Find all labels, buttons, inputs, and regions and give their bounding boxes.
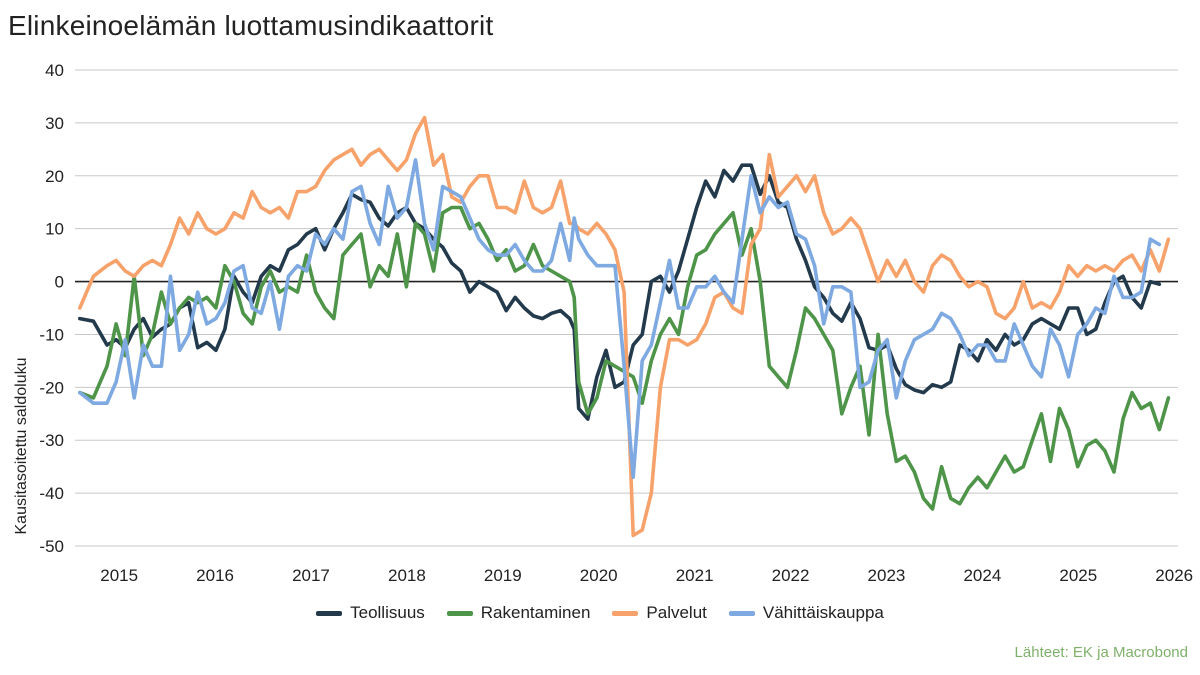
legend-item: Teollisuus: [316, 603, 425, 623]
legend-item: Palvelut: [612, 603, 707, 623]
legend-swatch: [446, 610, 473, 616]
x-tick-label: 2026: [1155, 566, 1193, 585]
legend-label: Vähittäiskauppa: [762, 603, 884, 622]
source-note: Lähteet: EK ja Macrobond: [1014, 644, 1188, 661]
chart-title: Elinkeinoelämän luottamusindikaattorit: [8, 10, 494, 41]
series-line-vähittäiskauppa: [78, 158, 1162, 480]
y-tick-label: -40: [39, 484, 64, 503]
legend-item: Rakentaminen: [446, 603, 591, 623]
y-tick-label: -30: [39, 431, 64, 450]
x-tick-label: 2018: [388, 566, 426, 585]
x-tick-label: 2021: [676, 566, 714, 585]
x-tick-label: 2020: [580, 566, 618, 585]
y-tick-label: 10: [45, 220, 64, 239]
y-axis-ticks: -50 -40 -30 -20 -10 0 10 20 30 40: [39, 61, 64, 556]
series-line-teollisuus: [78, 163, 1162, 421]
legend-item: Vähittäiskauppa: [728, 603, 884, 623]
x-tick-label: 2016: [196, 566, 234, 585]
legend-label: Palvelut: [646, 603, 707, 622]
y-tick-label: -20: [39, 378, 64, 397]
x-tick-label: 2022: [772, 566, 810, 585]
legend-swatch: [316, 610, 343, 616]
y-tick-label: 20: [45, 167, 64, 186]
x-axis-ticks: 2015 2016 2017 2018 2019 2020 2021 2022 2023 2024…: [100, 566, 1193, 585]
legend-label: Rakentaminen: [480, 603, 591, 622]
y-tick-label: -50: [39, 537, 64, 556]
grid-lines: [75, 69, 1178, 547]
y-tick-label: 0: [55, 273, 64, 292]
series-lines: [78, 115, 1171, 538]
y-axis-label: Kausitasoitettu saldoluku: [13, 358, 30, 535]
series-line-palvelut: [78, 115, 1171, 538]
legend-swatch: [612, 610, 639, 616]
y-tick-label: 30: [45, 114, 64, 133]
legend-label: Teollisuus: [350, 603, 425, 622]
x-tick-label: 2023: [868, 566, 906, 585]
x-tick-label: 2017: [292, 566, 330, 585]
legend: Teollisuus Rakentaminen Palvelut Vähittäisk…: [0, 603, 1200, 623]
legend-swatch: [728, 610, 755, 616]
x-tick-label: 2024: [963, 566, 1001, 585]
x-tick-label: 2025: [1059, 566, 1097, 585]
y-tick-label: -10: [39, 325, 64, 344]
x-tick-label: 2019: [484, 566, 522, 585]
x-tick-label: 2015: [100, 566, 138, 585]
y-tick-label: 40: [45, 61, 64, 80]
